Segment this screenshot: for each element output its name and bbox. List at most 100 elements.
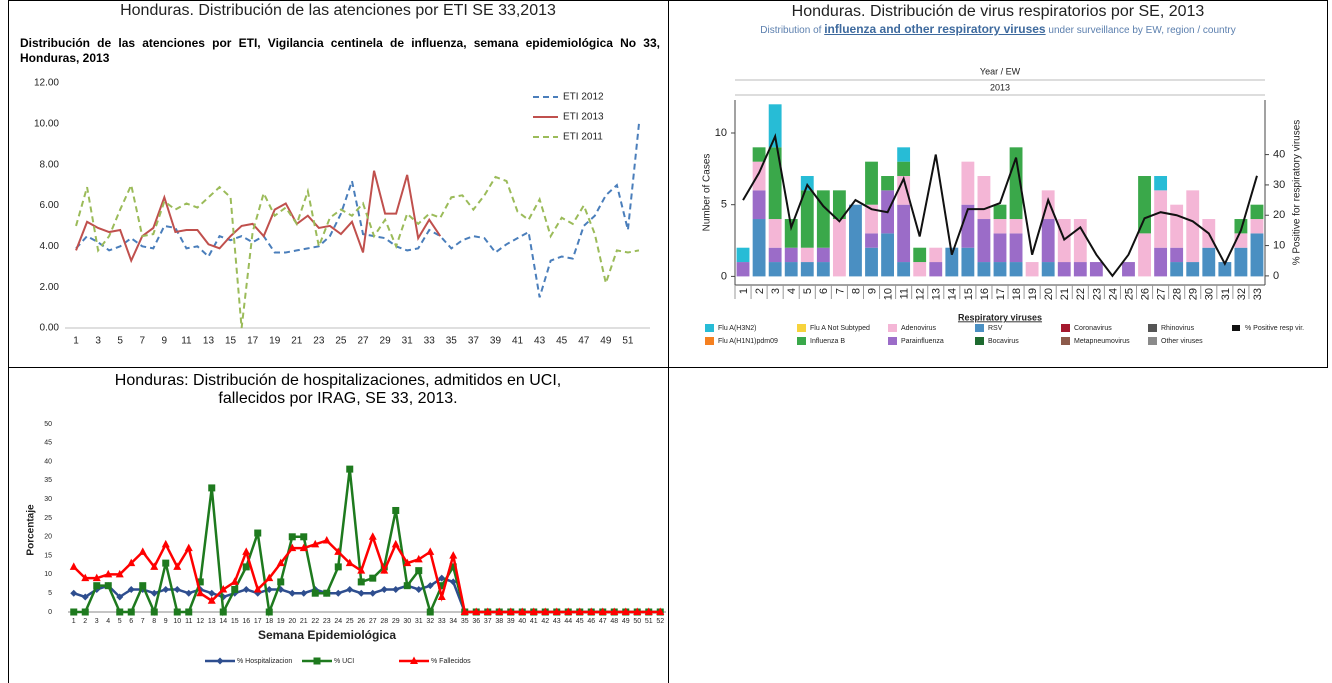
marker: [150, 608, 158, 616]
x-tick-label: 52: [656, 618, 664, 625]
marker: [70, 589, 78, 597]
bar-segment: [752, 161, 766, 191]
marker: [92, 573, 101, 582]
marker: [345, 558, 354, 567]
bar-segment: [816, 262, 830, 277]
x-tick-label: 1: [738, 288, 750, 294]
y-tick-label: 30: [44, 496, 52, 503]
marker: [242, 585, 250, 593]
x-tick-label: 11: [181, 336, 192, 347]
marker: [552, 607, 561, 615]
bar-segment: [913, 247, 927, 263]
x-tick-label: 33: [1252, 288, 1264, 300]
marker: [231, 585, 239, 593]
bar-segment: [1218, 262, 1232, 277]
x-tick-label: 45: [556, 336, 568, 347]
marker: [529, 607, 538, 615]
marker: [541, 607, 550, 615]
x-tick-label: 31: [1220, 288, 1232, 300]
marker: [216, 657, 224, 665]
y-tick-label: 6.00: [40, 200, 60, 211]
x-tick-label: 21: [300, 618, 308, 625]
bar-segment: [784, 219, 798, 248]
series-line: [72, 532, 661, 614]
x-tick-label: 13: [931, 288, 943, 300]
x-tick-label: 46: [587, 618, 595, 625]
bar-segment: [977, 176, 991, 220]
y2-tick-label: 0: [1273, 270, 1279, 282]
marker: [346, 585, 354, 593]
y-tick-label: 45: [44, 440, 52, 447]
marker: [357, 578, 365, 586]
x-tick-label: 51: [622, 336, 634, 347]
marker: [116, 608, 124, 616]
bar-segment: [1089, 262, 1103, 277]
marker: [644, 607, 653, 615]
bar-segment: [1154, 247, 1168, 277]
marker: [460, 607, 469, 615]
marker: [276, 558, 285, 567]
x-tick-label: 32: [426, 618, 434, 625]
marker: [415, 585, 423, 593]
x-tick-label: 28: [380, 618, 388, 625]
y-tick-label: 10: [44, 571, 52, 578]
bar-segment: [865, 204, 878, 234]
marker: [173, 585, 181, 593]
bar-segment: [929, 247, 943, 263]
x-axis-label: Semana Epidemiológica: [258, 628, 396, 642]
y-tick-label: 35: [44, 477, 52, 484]
legend-swatch: [797, 324, 806, 332]
x-tick-label: 27: [357, 336, 369, 347]
legend-label: Flu A Not Subtyped: [810, 325, 870, 332]
x-tick-label: 7: [139, 336, 145, 347]
x-tick-label: 1: [73, 336, 79, 347]
marker: [392, 585, 400, 593]
bar-segment: [1073, 219, 1087, 263]
x-tick-label: 51: [645, 618, 653, 625]
legend-swatch: [1232, 325, 1240, 331]
y-tick-label: 2.00: [40, 282, 60, 293]
x-tick-label: 16: [979, 288, 991, 300]
marker: [472, 607, 481, 615]
x-tick-label: 34: [449, 618, 457, 625]
bar-segment: [800, 190, 814, 248]
marker: [621, 607, 630, 615]
x-tick-label: 7: [141, 618, 145, 625]
y-tick-label: 5: [721, 199, 727, 211]
group-label: 2013: [990, 82, 1010, 92]
x-tick-label: 30: [403, 618, 411, 625]
bar-segment: [1138, 233, 1151, 277]
legend-label: Other viruses: [1161, 338, 1203, 345]
cell-header: Honduras. Distribución de las atenciones…: [120, 2, 556, 19]
marker: [196, 588, 205, 597]
marker: [437, 592, 446, 600]
x-tick-label: 48: [610, 618, 618, 625]
bar-segment: [897, 161, 911, 177]
marker: [150, 562, 159, 570]
y-tick-label: 50: [44, 421, 52, 428]
marker: [380, 566, 389, 574]
subtitle-part: under surveillance by EW, region / count…: [1045, 25, 1236, 36]
x-tick-label: 19: [1027, 288, 1039, 300]
x-tick-label: 9: [164, 618, 168, 625]
x-tick-label: 13: [208, 618, 216, 625]
x-tick-label: 47: [599, 618, 607, 625]
x-tick-label: 49: [622, 618, 630, 625]
x-tick-label: 6: [129, 618, 133, 625]
x-tick-label: 25: [346, 618, 354, 625]
bar-segment: [961, 247, 975, 277]
marker: [438, 582, 446, 590]
x-tick-label: 20: [288, 618, 296, 625]
legend-label: Metapneumovirus: [1074, 338, 1130, 345]
x-tick-label: 40: [518, 618, 526, 625]
x-tick-label: 4: [786, 288, 798, 294]
x-tick-label: 25: [1123, 288, 1135, 300]
x-tick-label: 23: [313, 336, 325, 347]
x-tick-label: 29: [380, 336, 392, 347]
x-tick-label: 27: [1156, 288, 1168, 300]
marker: [219, 584, 228, 593]
y-tick-label: 0: [721, 270, 727, 282]
legend-label: Adenovirus: [901, 325, 937, 332]
